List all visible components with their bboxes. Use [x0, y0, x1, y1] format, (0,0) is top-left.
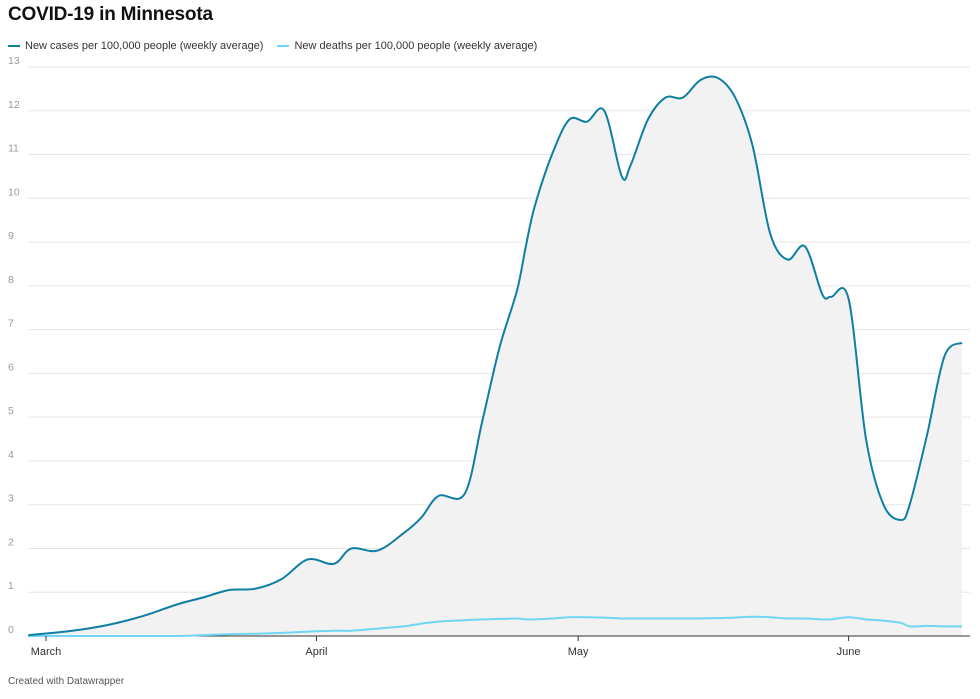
legend-label-cases: New cases per 100,000 people (weekly ave… [25, 40, 264, 52]
legend-swatch-deaths [277, 45, 290, 47]
x-tick-label-april: April [305, 646, 327, 658]
area-fill-cases [28, 76, 963, 636]
x-tick-label-june: June [837, 646, 861, 658]
y-tick-label-7: 7 [8, 318, 14, 330]
y-tick-label-8: 8 [8, 274, 14, 286]
y-tick-label-10: 10 [8, 186, 20, 198]
y-tick-label-12: 12 [8, 99, 20, 111]
y-tick-label-11: 11 [8, 143, 19, 155]
y-tick-label-2: 2 [8, 536, 14, 548]
x-tick-label-march: March [31, 646, 62, 658]
y-tick-label-9: 9 [8, 230, 14, 242]
y-tick-label-5: 5 [8, 405, 14, 417]
y-tick-label-13: 13 [8, 55, 20, 67]
legend: New cases per 100,000 people (weekly ave… [8, 40, 537, 52]
footer-credit: Created with Datawrapper [8, 676, 125, 687]
y-tick-label-4: 4 [8, 449, 14, 461]
legend-item-cases: New cases per 100,000 people (weekly ave… [8, 40, 263, 52]
chart-title: COVID-19 in Minnesota [8, 4, 213, 25]
legend-item-deaths: New deaths per 100,000 people (weekly av… [277, 40, 537, 52]
y-tick-label-1: 1 [8, 580, 14, 592]
legend-label-deaths: New deaths per 100,000 people (weekly av… [294, 40, 538, 52]
y-tick-label-3: 3 [8, 493, 14, 505]
series-line-deaths [28, 615, 962, 638]
legend-swatch-cases [8, 45, 20, 47]
series-line-cases [28, 75, 963, 637]
x-tick-label-may: May [568, 646, 589, 658]
y-tick-label-0: 0 [8, 624, 14, 636]
y-tick-label-6: 6 [8, 361, 14, 373]
